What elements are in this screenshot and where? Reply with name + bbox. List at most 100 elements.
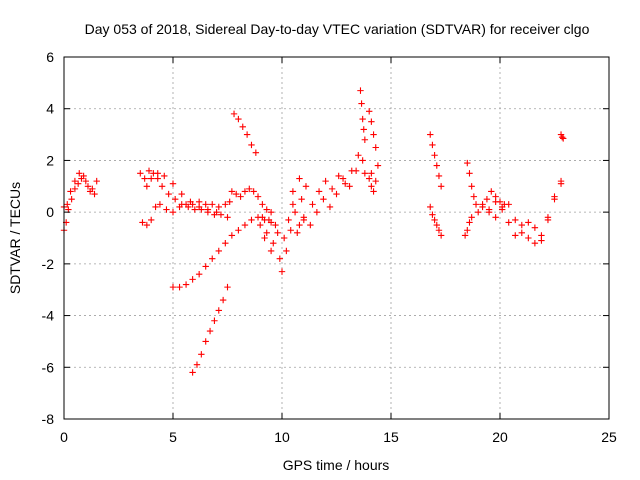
data-point (280, 234, 288, 242)
data-point (76, 170, 83, 177)
data-point (274, 229, 281, 237)
data-point (483, 196, 491, 203)
data-point (485, 206, 493, 213)
data-point (300, 216, 307, 224)
data-point (544, 214, 552, 221)
data-point (560, 135, 567, 142)
y-tick-label: 4 (46, 101, 54, 117)
data-point (165, 190, 172, 198)
data-point (169, 283, 177, 291)
data-point (226, 198, 233, 205)
data-point (366, 108, 373, 115)
data-point (222, 239, 229, 247)
data-point (248, 216, 255, 224)
data-point (195, 271, 203, 278)
data-point (158, 183, 166, 190)
data-point (182, 281, 190, 288)
data-point (368, 183, 375, 190)
data-point (154, 170, 161, 177)
data-point (505, 201, 512, 208)
data-point (352, 167, 360, 174)
series-seg18 (464, 159, 508, 216)
data-point (265, 216, 273, 224)
data-point (498, 206, 506, 213)
data-point (479, 201, 486, 208)
data-point (512, 216, 519, 224)
data-point (289, 188, 297, 195)
data-point (492, 214, 499, 221)
data-point (224, 214, 231, 221)
data-point (228, 232, 236, 239)
data-point (366, 175, 373, 182)
data-point (171, 196, 179, 203)
data-point (217, 211, 225, 218)
data-point (370, 131, 377, 138)
data-point (359, 157, 366, 164)
data-point (435, 227, 443, 234)
data-point (64, 201, 71, 208)
data-point (239, 123, 246, 131)
data-point (86, 188, 94, 195)
data-point (176, 203, 183, 211)
data-point (198, 351, 205, 358)
y-tick-label: 6 (46, 49, 54, 65)
x-tick-label: 15 (383, 429, 399, 445)
data-point (169, 180, 177, 187)
data-point (161, 172, 168, 180)
data-point (211, 317, 218, 324)
data-point (287, 227, 294, 234)
data-point (433, 221, 440, 229)
y-tick-label: -6 (42, 359, 55, 375)
x-tick-label: 10 (274, 429, 290, 445)
series-seg11 (259, 196, 305, 262)
data-point (531, 239, 539, 247)
data-point (250, 188, 257, 195)
data-point (437, 183, 445, 190)
data-point (466, 170, 473, 177)
series-seg19 (461, 214, 475, 239)
data-point (468, 183, 475, 190)
data-point (296, 175, 303, 182)
data-point (82, 177, 89, 185)
data-point (313, 208, 321, 216)
data-point (187, 198, 194, 205)
data-point (263, 229, 270, 237)
data-point (78, 175, 85, 182)
data-point (148, 216, 155, 224)
data-point (261, 234, 268, 242)
series-seg14 (357, 87, 369, 143)
data-point (372, 144, 379, 151)
data-point (254, 193, 262, 200)
y-tick-label: -2 (42, 256, 55, 272)
y-tick-label: -8 (42, 411, 55, 427)
data-point (148, 175, 155, 182)
data-point (298, 196, 305, 203)
data-point (141, 175, 148, 182)
data-point (464, 227, 471, 234)
data-point (67, 188, 74, 195)
data-point (195, 203, 203, 211)
data-point (257, 221, 264, 229)
data-point (309, 201, 316, 208)
x-tick-label: 5 (169, 429, 177, 445)
data-point (215, 247, 222, 255)
data-point (283, 247, 290, 255)
data-point (431, 216, 438, 224)
series-seg7 (189, 283, 231, 376)
data-point (368, 118, 375, 125)
data-point (241, 188, 249, 195)
data-point (209, 201, 216, 208)
data-point (368, 170, 375, 177)
data-point (433, 162, 440, 169)
data-point (224, 283, 231, 291)
data-point (357, 87, 364, 94)
data-point (204, 206, 212, 213)
data-point (468, 214, 475, 221)
data-point (322, 177, 329, 185)
data-point (202, 201, 209, 208)
x-axis-label: GPS time / hours (283, 457, 390, 473)
data-point (143, 221, 151, 229)
data-point (525, 234, 532, 242)
data-point (182, 201, 190, 208)
data-point (342, 180, 349, 187)
